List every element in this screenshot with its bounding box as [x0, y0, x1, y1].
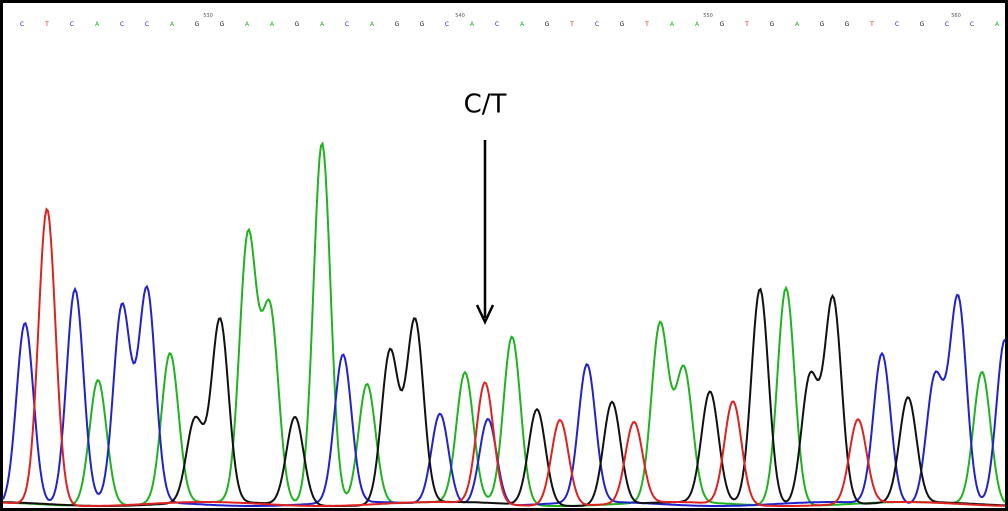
base-call: G: [420, 21, 425, 28]
base-call: T: [569, 21, 574, 28]
base-call: C: [970, 21, 974, 28]
base-call: G: [820, 21, 825, 28]
base-call: C: [145, 21, 149, 28]
base-call: G: [220, 21, 225, 28]
base-call: T: [744, 21, 749, 28]
base-call: G: [845, 21, 850, 28]
base-call: G: [770, 21, 775, 28]
chromatogram: CTCACCAGGAAGACAGGCACAGTCGTAAGTGAGGTCGCCA…: [0, 0, 1008, 511]
base-call: C: [945, 21, 949, 28]
base-call: C: [120, 21, 124, 28]
base-call: C: [345, 21, 349, 28]
base-call: C: [495, 21, 499, 28]
base-call: G: [395, 21, 400, 28]
base-call: G: [920, 21, 925, 28]
position-label: 530: [203, 13, 213, 19]
base-call: C: [595, 21, 599, 28]
base-call: T: [644, 21, 649, 28]
base-call: G: [295, 21, 300, 28]
position-label: 560: [951, 13, 961, 19]
base-call: C: [895, 21, 899, 28]
base-call: G: [195, 21, 200, 28]
base-call: T: [869, 21, 874, 28]
base-call: T: [44, 21, 49, 28]
base-call: G: [720, 21, 725, 28]
position-label: 550: [703, 13, 713, 19]
position-label: 540: [455, 13, 465, 19]
base-call: C: [445, 21, 449, 28]
base-call: C: [70, 21, 74, 28]
annotation: C/T: [464, 90, 507, 120]
base-call: G: [545, 21, 550, 28]
base-call: G: [620, 21, 625, 28]
base-call: C: [20, 21, 24, 28]
frame: [2, 2, 1007, 510]
